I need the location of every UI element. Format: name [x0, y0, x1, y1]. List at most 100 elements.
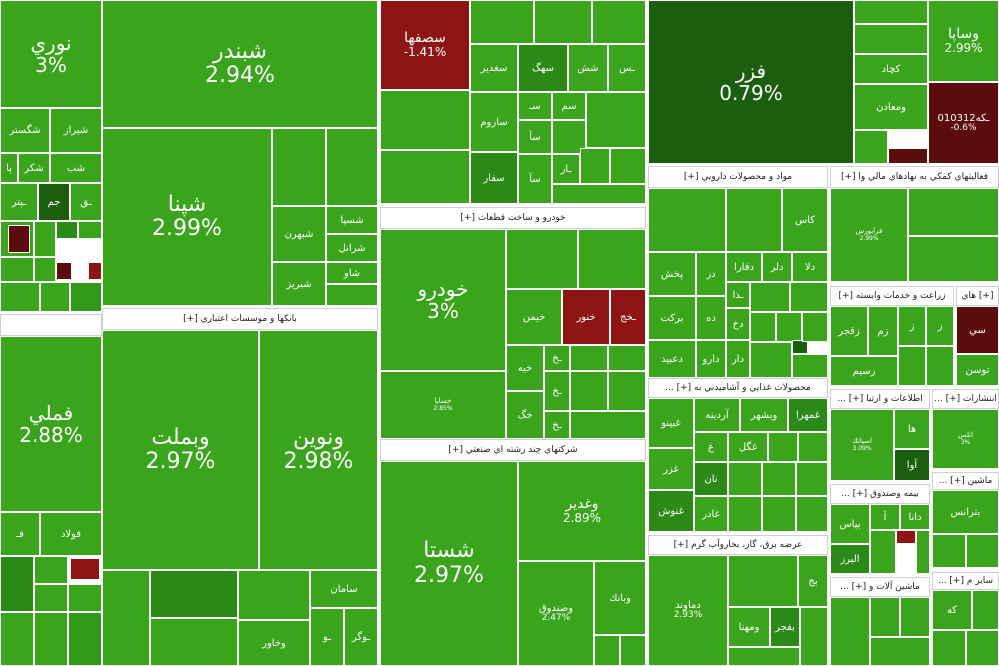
- sector-header-it[interactable]: اطلاعات و ارتبا [+] ...: [830, 389, 930, 409]
- sector-header-left[interactable]: [0, 314, 102, 336]
- tile-small[interactable]: [790, 282, 828, 312]
- tile-shebahran[interactable]: شبهرن: [272, 206, 326, 262]
- tile-small[interactable]: [34, 257, 56, 282]
- tile-small[interactable]: [796, 462, 828, 496]
- tile-vog[interactable]: ـوگر: [344, 608, 378, 666]
- tile-small[interactable]: [380, 90, 470, 150]
- tile-ghamra[interactable]: غمهرا: [788, 398, 828, 432]
- tile-vebshahr[interactable]: وبشهر: [740, 398, 788, 432]
- tile-atlas[interactable]: اتلس 3%: [932, 409, 999, 469]
- tile-vamena[interactable]: ومهنا: [728, 607, 770, 647]
- sector-header-comm[interactable]: [+] هاي: [956, 286, 999, 306]
- tile-sandooq[interactable]: وصندوق 2.47%: [518, 561, 594, 666]
- tile-okab[interactable]: 01ـکه0312 -0.6%: [928, 82, 999, 164]
- tile-small[interactable]: [102, 570, 150, 666]
- tile-sa[interactable]: سـ: [518, 92, 552, 120]
- tile-keh[interactable]: كه: [932, 590, 972, 630]
- tile-shab[interactable]: شب: [50, 153, 102, 183]
- tile-small[interactable]: [570, 411, 646, 439]
- tile-small[interactable]: [552, 184, 646, 204]
- tile-sefaha[interactable]: سصفها -1.41%: [380, 0, 470, 90]
- tile-kheman[interactable]: خيمن: [506, 289, 562, 345]
- tile-small[interactable]: [326, 284, 378, 306]
- tile-small[interactable]: [898, 346, 926, 386]
- tile-small-red[interactable]: [70, 558, 100, 580]
- sector-header-other[interactable]: ساير م [+] ...: [932, 572, 999, 590]
- tile-small[interactable]: [0, 612, 34, 666]
- tile-small[interactable]: [506, 229, 578, 289]
- tile-damloud[interactable]: دماوند 2.93%: [648, 555, 728, 666]
- tile-small[interactable]: [534, 0, 592, 44]
- tile-petr[interactable]: ـپتر: [0, 183, 38, 221]
- tile-small[interactable]: [608, 345, 646, 371]
- tile-shapna[interactable]: شپنا 2.99%: [102, 128, 272, 306]
- tile-ghagh[interactable]: ـق: [70, 183, 102, 221]
- tile-sarom[interactable]: ساروم: [470, 92, 518, 152]
- tile-fazar[interactable]: فزر 0.79%: [648, 0, 854, 164]
- tile-daro[interactable]: دارو: [696, 340, 726, 378]
- tile-ghabino[interactable]: غبينو: [648, 398, 694, 448]
- tile-small[interactable]: [802, 312, 828, 342]
- tile-small[interactable]: [854, 0, 928, 24]
- tile-ghagol[interactable]: غگل: [728, 432, 768, 462]
- tile-small[interactable]: [610, 148, 646, 184]
- tile-khk3[interactable]: ـخ: [544, 411, 570, 439]
- tile-vanovin[interactable]: ونوين 2.98%: [259, 330, 378, 570]
- sector-header-machinery[interactable]: ماشين [+] ...: [932, 472, 999, 490]
- tile-small[interactable]: [728, 555, 798, 607]
- tile-small[interactable]: [380, 150, 470, 204]
- tile-small[interactable]: [594, 635, 620, 666]
- tile-small[interactable]: [620, 635, 646, 666]
- tile-small[interactable]: [70, 282, 102, 312]
- tile-sahag[interactable]: سهگ: [518, 44, 568, 92]
- sector-header-insurance[interactable]: بيمه وصندوق [+] ...: [830, 484, 930, 504]
- tile-small[interactable]: [56, 221, 78, 239]
- tile-fameli[interactable]: فملي 2.88%: [0, 336, 102, 512]
- tile-shava[interactable]: شاو: [326, 262, 378, 284]
- tile-small[interactable]: [926, 346, 954, 386]
- tile-z[interactable]: ز: [898, 306, 926, 346]
- tile-delr[interactable]: دلر: [762, 252, 792, 282]
- tile-bareket[interactable]: بركت: [648, 296, 696, 340]
- tile-ava[interactable]: آوا: [894, 449, 930, 481]
- tile-small[interactable]: [0, 282, 40, 312]
- tile-small[interactable]: [570, 371, 608, 411]
- tile-zm[interactable]: زم: [868, 306, 898, 356]
- sector-header-banks[interactable]: بانکها و موسسات اعتباري [+]: [102, 308, 378, 330]
- tile-samasa[interactable]: سم: [552, 92, 586, 120]
- tile-small[interactable]: [34, 612, 68, 666]
- tile-shegostar[interactable]: شگستر: [0, 108, 50, 153]
- tile-small[interactable]: [768, 432, 798, 462]
- sector-header-multi[interactable]: شرکتهاي چند رشته اي صنعتي [+]: [380, 439, 646, 461]
- tile-small[interactable]: [586, 92, 646, 148]
- sector-header-food[interactable]: محصولات غذايي و آشاميدني به [+] ...: [648, 378, 828, 398]
- tile-saadir[interactable]: سغدير: [470, 44, 518, 92]
- tile-small-red[interactable]: [8, 225, 30, 253]
- tile-small[interactable]: [78, 221, 102, 239]
- tile-ardineh[interactable]: آردينه: [694, 398, 740, 432]
- tile-shiraz[interactable]: شيراز: [50, 108, 102, 153]
- tile-small[interactable]: [150, 570, 238, 618]
- tile-small[interactable]: [34, 556, 68, 584]
- tile-vekhavar[interactable]: وخاور: [238, 620, 310, 666]
- tile-small[interactable]: [830, 597, 870, 666]
- tile-hama[interactable]: ها: [894, 409, 930, 449]
- tile-small[interactable]: [750, 342, 792, 378]
- tile-zagfar[interactable]: زقجر: [830, 306, 868, 356]
- tile-small[interactable]: [932, 630, 966, 666]
- tile-small[interactable]: [68, 612, 102, 666]
- tile-vebank[interactable]: وبانك: [594, 561, 646, 635]
- tile-small[interactable]: [762, 462, 796, 496]
- tile-small[interactable]: [238, 570, 310, 620]
- tile-bpa[interactable]: بپاس: [830, 504, 870, 544]
- tile-small[interactable]: [870, 637, 930, 666]
- tile-betrans[interactable]: بترانس: [932, 490, 999, 534]
- tile-small[interactable]: [728, 647, 800, 666]
- tile-ghanoosh[interactable]: غنوش: [648, 490, 694, 532]
- tile-pa[interactable]: پا: [0, 153, 18, 183]
- tile-toosan[interactable]: توسن: [956, 354, 999, 386]
- tile-vamaadan[interactable]: ومعادن: [854, 84, 928, 130]
- sector-header-auto[interactable]: خودرو و ساخت قطعات [+]: [380, 207, 646, 229]
- tile-shesh[interactable]: شش: [568, 44, 608, 92]
- tile-shasta[interactable]: شستا 2.97%: [380, 461, 518, 666]
